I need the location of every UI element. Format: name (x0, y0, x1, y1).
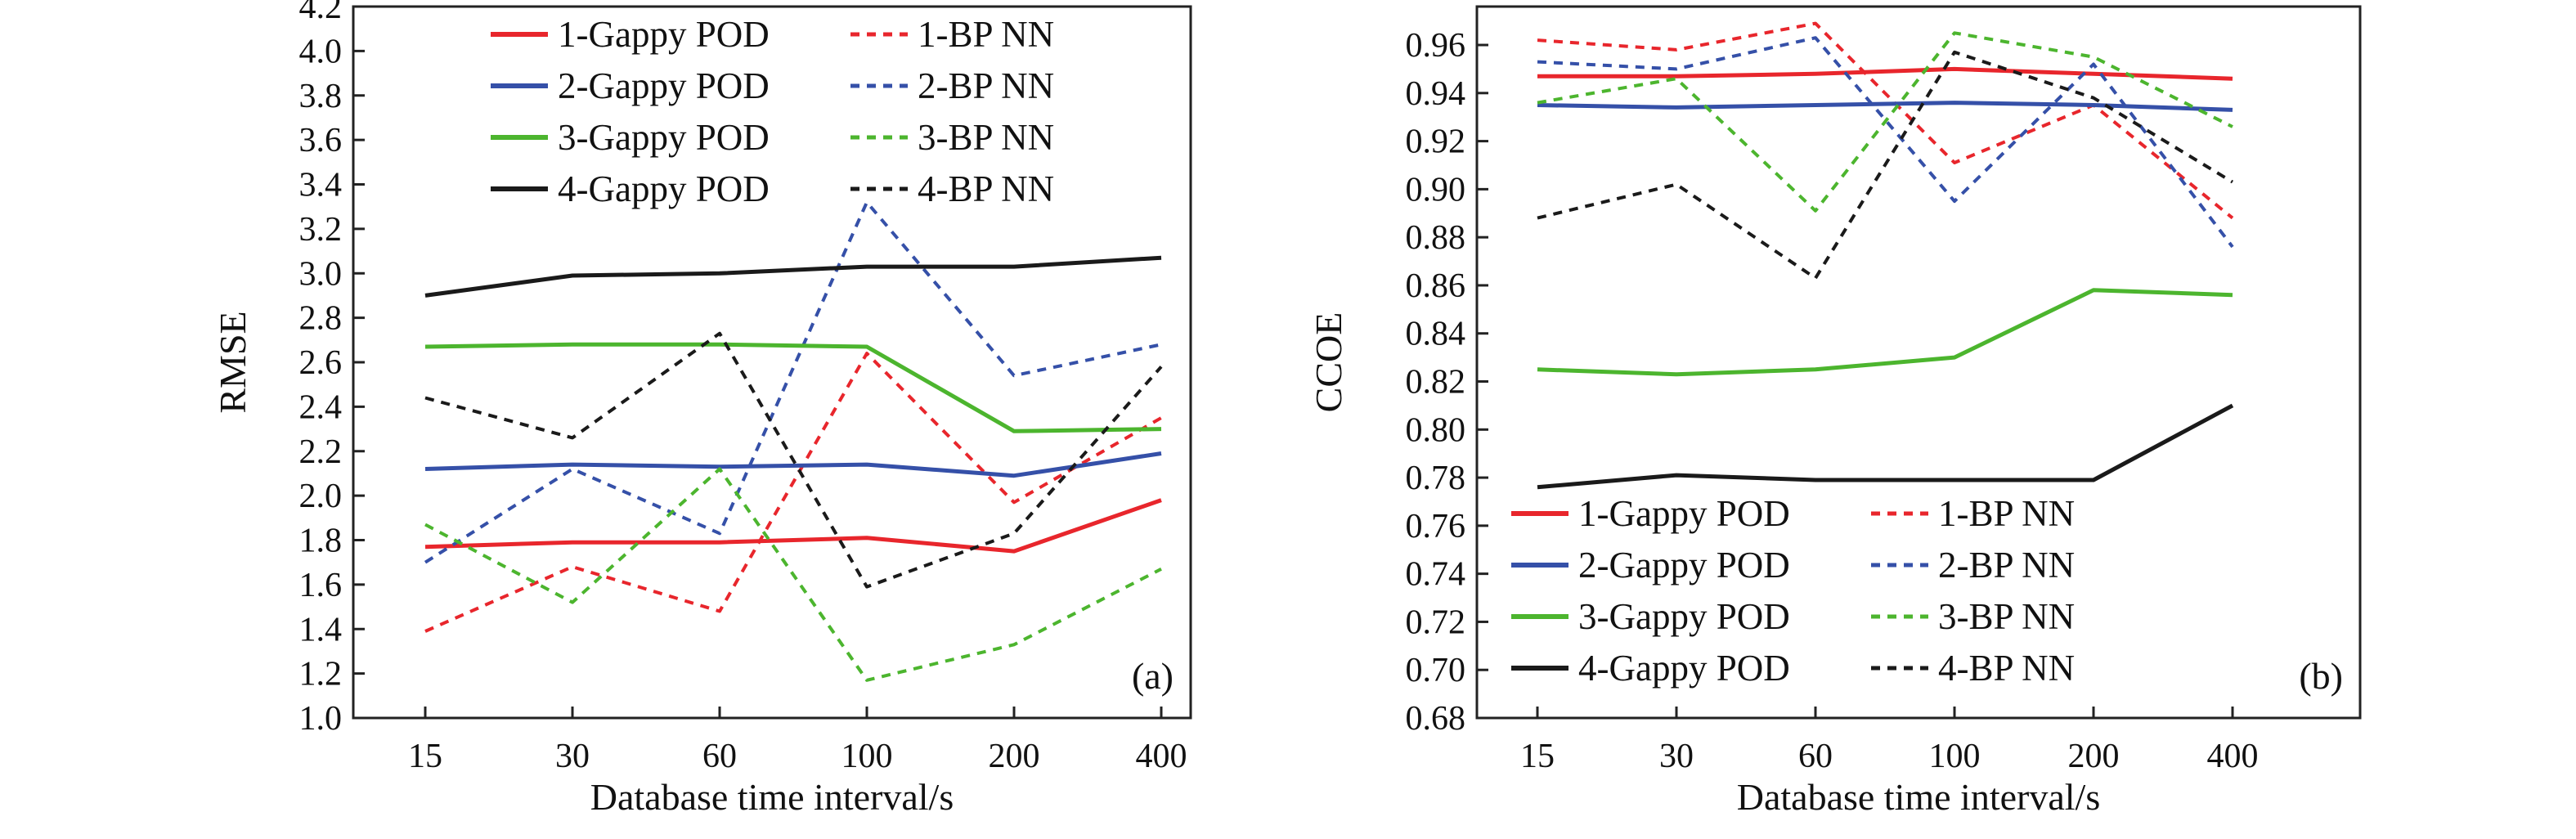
y-tick-label: 0.70 (1406, 652, 1466, 689)
x-tick-label: 60 (702, 738, 737, 775)
series-line-2-gappy-pod (424, 451, 1162, 478)
y-tick-label: 1.4 (299, 611, 343, 648)
x-tick-label: 400 (1136, 738, 1187, 775)
legend-label-2-gappy-pod: 2-Gappy POD (558, 65, 770, 106)
y-tick-label: 1.0 (299, 700, 343, 738)
y-tick-label: 0.86 (1406, 267, 1466, 305)
legend-label-1-gappy-pod: 1-Gappy POD (558, 14, 770, 55)
y-tick-label: 0.68 (1406, 700, 1466, 738)
plot-frame (1475, 5, 2362, 720)
series-line-3-bp-nn (1537, 31, 2233, 213)
y-tick-label: 0.92 (1406, 123, 1466, 161)
series-line-4-gappy-pod (1537, 403, 2234, 490)
x-tick-label: 100 (1929, 738, 1981, 775)
x-tick-label: 100 (841, 738, 893, 775)
series-line-1-bp-nn (424, 352, 1162, 633)
y-tick-label: 2.4 (299, 388, 343, 426)
x-tick-label: 30 (555, 738, 590, 775)
series-line-4-bp-nn (1537, 50, 2234, 280)
x-tick-label: 15 (1520, 738, 1555, 775)
series-line-1-gappy-pod (1537, 66, 2233, 81)
y-tick-label: 0.84 (1406, 316, 1466, 353)
x-tick-label: 15 (408, 738, 442, 775)
y-tick-label: 0.88 (1406, 219, 1466, 257)
series-line-4-gappy-pod (424, 255, 1162, 298)
legend-label-1-bp-nn: 1-BP NN (918, 14, 1054, 55)
y-axis-title: RMSE (212, 311, 254, 413)
y-tick-label: 3.8 (299, 78, 343, 115)
chart-panel-a: 1.0 1.2 1.4 1.6 1.8 2.0 2.2 2.4 2.6 2.8 3.0 3.2 3.4 3… (212, 0, 1192, 818)
y-tick-label: 0.80 (1406, 411, 1466, 449)
y-tick-label: 0.76 (1406, 508, 1466, 545)
series-line-2-bp-nn (1537, 36, 2234, 249)
x-tick-label: 200 (989, 738, 1040, 775)
y-tick-label: 0.94 (1406, 75, 1466, 113)
y-tick-label: 0.78 (1406, 460, 1466, 497)
legend-label-2-bp-nn: 2-BP NN (1938, 545, 2075, 586)
y-tick-label: 0.74 (1406, 556, 1466, 594)
y-tick-label: 0.72 (1406, 603, 1466, 641)
legend: 1-Gappy POD 1-BP NN 2-Gappy POD 2-BP NN 3-Ga… (1511, 493, 2075, 689)
legend-label-3-gappy-pod: 3-Gappy POD (1578, 596, 1790, 637)
series-line-3-gappy-pod (1537, 288, 2233, 377)
series-line-3-bp-nn (424, 467, 1162, 682)
legend-label-3-bp-nn: 3-BP NN (918, 117, 1054, 158)
series-line-4-bp-nn (424, 331, 1163, 589)
legend-label-1-bp-nn: 1-BP NN (1938, 493, 2075, 534)
y-tick-label: 3.6 (299, 122, 343, 159)
y-tick-label: 4.0 (299, 33, 343, 70)
series-line-2-bp-nn (424, 200, 1162, 564)
legend-label-1-gappy-pod: 1-Gappy POD (1578, 493, 1790, 534)
y-axis-title: CCOE (1308, 312, 1349, 413)
x-tick-label: 60 (1798, 738, 1833, 775)
legend-label-3-gappy-pod: 3-Gappy POD (558, 117, 770, 158)
y-tick-label: 1.6 (299, 567, 343, 604)
series-line-1-gappy-pod (424, 498, 1162, 554)
legend: 1-Gappy POD 1-BP NN 2-Gappy POD 2-BP NN 3-Ga… (491, 14, 1054, 209)
x-tick-label: 400 (2207, 738, 2259, 775)
x-axis-title: Database time interval/s (590, 776, 954, 818)
panel-label: (a) (1132, 655, 1174, 697)
y-tick-label: 2.0 (299, 478, 343, 515)
plot-frame (352, 5, 1192, 720)
legend-label-4-bp-nn: 4-BP NN (918, 168, 1054, 209)
y-tick-label: 4.2 (299, 0, 343, 26)
y-tick-label: 3.2 (299, 211, 343, 249)
x-axis-title: Database time interval/s (1737, 776, 2101, 818)
y-tick-label: 2.6 (299, 344, 343, 382)
chart-panel-b: 0.68 0.70 0.72 0.74 0.76 0.78 0.80 0.82 0.84 0.86… (1308, 5, 2362, 818)
panel-label: (b) (2299, 655, 2343, 697)
legend-label-3-bp-nn: 3-BP NN (1938, 596, 2075, 637)
legend-label-4-gappy-pod: 4-Gappy POD (558, 168, 770, 209)
y-tick-label: 3.0 (299, 255, 343, 293)
x-tick-label: 200 (2068, 738, 2120, 775)
y-tick-label: 3.4 (299, 167, 343, 204)
series-line-1-bp-nn (1537, 21, 2234, 220)
x-tick-label: 30 (1659, 738, 1694, 775)
y-tick-label: 2.2 (299, 433, 343, 471)
legend-label-2-bp-nn: 2-BP NN (918, 65, 1054, 106)
y-tick-label: 0.96 (1406, 27, 1466, 65)
y-tick-label: 1.2 (299, 656, 343, 693)
series-line-2-gappy-pod (1537, 101, 2233, 112)
y-tick-label: 0.90 (1406, 171, 1466, 209)
y-tick-label: 2.8 (299, 300, 343, 338)
legend-label-2-gappy-pod: 2-Gappy POD (1578, 545, 1790, 586)
legend-label-4-bp-nn: 4-BP NN (1938, 648, 2075, 689)
y-tick-label: 1.8 (299, 523, 343, 560)
y-tick-label: 0.82 (1406, 364, 1466, 402)
series-line-3-gappy-pod (424, 342, 1162, 433)
legend-label-4-gappy-pod: 4-Gappy POD (1578, 648, 1790, 689)
